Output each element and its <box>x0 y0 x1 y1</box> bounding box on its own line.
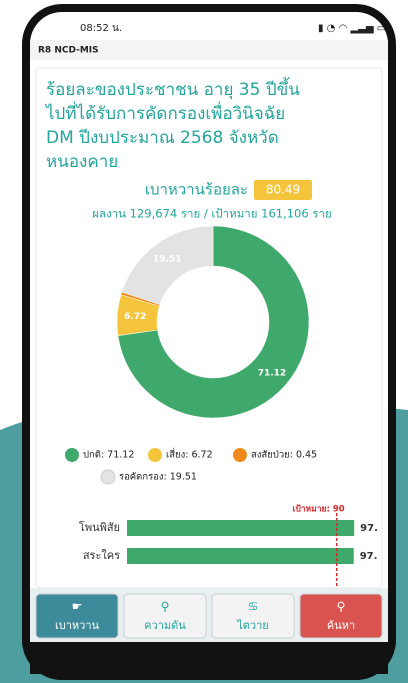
nav-button[interactable] <box>35 593 119 639</box>
nav-icon: ☛ <box>72 600 83 614</box>
legend-label: เสี่ยง: 6.72 <box>166 448 213 461</box>
title-line: ไปที่ได้รับการคัดกรองเพื่อวินิจฉัย <box>44 101 285 124</box>
nav-label[interactable]: ความดัน <box>144 619 186 632</box>
slice-label: 19.51 <box>153 254 181 264</box>
legend-swatch <box>65 448 79 462</box>
slice-label: 71.12 <box>258 369 286 379</box>
bar-category: สระใคร <box>83 549 120 562</box>
nav-button[interactable] <box>211 593 295 639</box>
rate-value: 80.49 <box>266 183 300 197</box>
legend-swatch <box>233 448 247 462</box>
rate-label: เบาหวานร้อยละ <box>145 181 248 199</box>
target-label: เป้าหมาย: 90 <box>292 504 344 515</box>
bar-value: 97. <box>360 523 378 534</box>
nav-icon: ♋ <box>248 600 259 614</box>
bar-value: 97. <box>360 551 378 562</box>
nav-icon: ⚲ <box>337 600 346 614</box>
nav-label[interactable]: ไตวาย <box>236 619 268 632</box>
title-line: หนองคาย <box>46 152 118 172</box>
bar <box>127 548 354 564</box>
bar-category: โพนพิสัย <box>79 520 120 534</box>
legend-label: รอคัดกรอง: 19.51 <box>119 472 197 483</box>
status-time: 08:52 น. <box>80 23 122 34</box>
nav-button[interactable] <box>299 593 383 639</box>
legend-swatch <box>100 469 116 485</box>
bar <box>127 520 355 536</box>
legend-label: สงสัยป่วย: 0.45 <box>251 450 317 461</box>
title-line: DM ปีงบประมาณ 2568 จังหวัด <box>46 128 279 148</box>
nav-label[interactable]: เบาหวาน <box>55 619 100 632</box>
nav-icon: ⚲ <box>161 600 170 614</box>
nav-label[interactable]: ค้นหา <box>327 619 355 632</box>
donut-slice <box>121 225 214 305</box>
donut-slice <box>117 225 310 419</box>
gesture-bar <box>30 642 388 674</box>
nav-button[interactable] <box>123 593 207 639</box>
status-icons: ▮ ◔ ◠ ▂▃▅ ▭ <box>318 23 386 34</box>
title-line: ร้อยละของประชาชน อายุ 35 ปีขึ้น <box>46 77 300 100</box>
summary: ผลงาน 129,674 ราย / เป้าหมาย 161,106 ราย <box>92 207 331 221</box>
legend-label: ปกติ: 71.12 <box>83 450 134 461</box>
app-header <box>30 40 388 60</box>
app-name: R8 NCD-MIS <box>38 46 99 56</box>
slice-label: 6.72 <box>124 312 146 322</box>
legend-swatch <box>148 448 162 462</box>
rate-badge <box>254 180 312 200</box>
